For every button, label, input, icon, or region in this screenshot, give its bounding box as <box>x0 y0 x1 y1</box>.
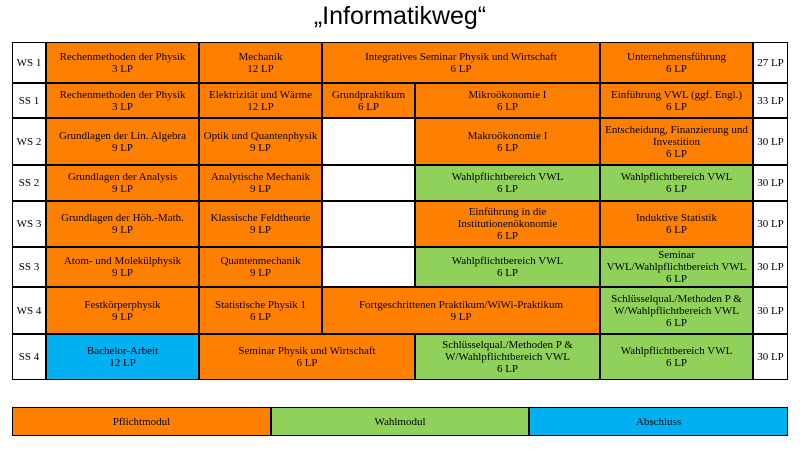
module-cell: Rechenmethoden der Physik 3 LP <box>47 43 198 82</box>
legend: Pflichtmodul Wahlmodul Abschluss <box>12 407 788 436</box>
module-cell: Grundlagen der Analysis 9 LP <box>47 166 198 200</box>
legend-pflichtmodul: Pflichtmodul <box>13 408 270 435</box>
study-plan-grid: WS 1 Rechenmethoden der Physik 3 LP Mecha… <box>12 42 788 380</box>
module-cell: Schlüsselqual./Methoden P & W/Wahlpflich… <box>416 335 599 379</box>
empty-cell <box>323 202 414 246</box>
semester-label: WS 2 <box>13 119 45 164</box>
empty-cell <box>323 166 414 200</box>
module-cell: Integratives Seminar Physik und Wirtscha… <box>323 43 599 82</box>
module-cell: Analytische Mechanik 9 LP <box>200 166 321 200</box>
semester-label: SS 3 <box>13 248 45 286</box>
module-cell: Einführung VWL (ggf. Engl.) 6 LP <box>601 84 752 117</box>
semester-total: 30 LP <box>754 248 787 286</box>
module-cell: Seminar VWL/Wahlpflichtbereich VWL 6 LP <box>601 248 752 286</box>
module-cell: Grundlagen der Höh.-Math. 9 LP <box>47 202 198 246</box>
module-cell: Einführung in die Institutionenökonomie 6… <box>416 202 599 246</box>
module-cell: Induktive Statistik 6 LP <box>601 202 752 246</box>
module-cell: Unternehmensführung 6 LP <box>601 43 752 82</box>
module-cell: Wahlpflichtbereich VWL 6 LP <box>416 248 599 286</box>
module-cell: Wahlpflichtbereich VWL 6 LP <box>601 166 752 200</box>
module-cell: Entscheidung, Finanzierung und Investiti… <box>601 119 752 164</box>
semester-total: 30 LP <box>754 119 787 164</box>
semester-total: 30 LP <box>754 202 787 246</box>
module-cell: Atom- und Molekülphysik 9 LP <box>47 248 198 286</box>
module-cell: Wahlpflichtbereich VWL 6 LP <box>416 166 599 200</box>
module-cell: Festkörperphysik 9 LP <box>47 288 198 333</box>
semester-label: WS 4 <box>13 288 45 333</box>
semester-label: SS 1 <box>13 84 45 117</box>
page-title: „Informatikweg“ <box>313 2 487 30</box>
module-cell: Rechenmethoden der Physik 3 LP <box>47 84 198 117</box>
semester-label: WS 1 <box>13 43 45 82</box>
semester-total: 30 LP <box>754 335 787 379</box>
module-cell: Grundlagen der Lin. Algebra 9 LP <box>47 119 198 164</box>
semester-total: 27 LP <box>754 43 787 82</box>
module-cell: Optik und Quantenphysik 9 LP <box>200 119 321 164</box>
semester-total: 30 LP <box>754 166 787 200</box>
empty-cell <box>323 248 414 286</box>
module-cell: Mechanik 12 LP <box>200 43 321 82</box>
module-cell: Grundpraktikum 6 LP <box>323 84 414 117</box>
legend-wahlmodul: Wahlmodul <box>272 408 528 435</box>
semester-label: SS 2 <box>13 166 45 200</box>
semester-total: 30 LP <box>754 288 787 333</box>
legend-abschluss: Abschluss <box>530 408 787 435</box>
semester-label: SS 4 <box>13 335 45 379</box>
module-cell: Fortgeschrittenen Praktikum/WiWi-Praktik… <box>323 288 599 333</box>
module-cell: Elektrizität und Wärme 12 LP <box>200 84 321 117</box>
empty-cell <box>323 119 414 164</box>
semester-label: WS 3 <box>13 202 45 246</box>
module-cell: Seminar Physik und Wirtschaft 6 LP <box>200 335 414 379</box>
module-cell: Quantenmechanik 9 LP <box>200 248 321 286</box>
module-cell: Schlüsselqual./Methoden P & W/Wahlpflich… <box>601 288 752 333</box>
module-cell: Klassische Feldtheorie 9 LP <box>200 202 321 246</box>
semester-total: 33 LP <box>754 84 787 117</box>
module-cell: Bachelor-Arbeit 12 LP <box>47 335 198 379</box>
module-cell: Wahlpflichtbereich VWL 6 LP <box>601 335 752 379</box>
